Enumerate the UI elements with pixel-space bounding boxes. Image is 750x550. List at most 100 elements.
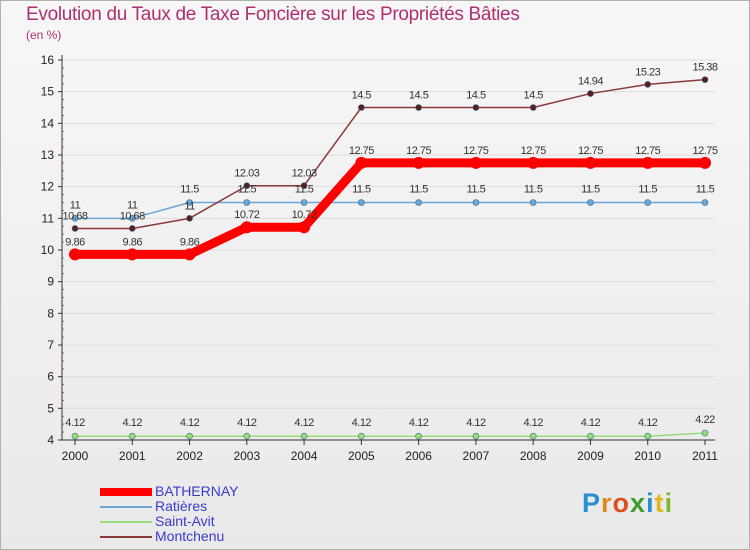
data-label-bathernay: 12.75 <box>578 145 603 157</box>
legend-label-bathernay: BATHERNAY <box>155 483 239 499</box>
data-point-saint-avit <box>701 429 709 437</box>
data-label-saint-avit: 4.12 <box>466 417 486 429</box>
data-point-rati-res <box>358 199 365 206</box>
data-label-rati-res: 11.5 <box>638 184 657 196</box>
series-line-rati-res <box>75 201 705 220</box>
data-point-saint-avit <box>644 432 652 440</box>
chart-title: Evolution du Taux de Taxe Foncière sur l… <box>26 4 520 25</box>
data-label-layer: 11 11 11.5 11.5 11.5 11.5 11.5 11.5 11.5 11.5 11.5… <box>62 62 718 430</box>
data-label-rati-res: 11 <box>127 199 138 211</box>
data-point-saint-avit <box>128 432 136 440</box>
data-label-rati-res: 11.5 <box>295 184 314 196</box>
data-point-saint-avit <box>358 432 365 440</box>
y-tick-label: 5 <box>47 401 54 415</box>
data-label-montchenu: 12.03 <box>234 168 259 180</box>
data-point-bathernay <box>298 221 311 234</box>
y-tick-label: 7 <box>47 338 54 352</box>
data-label-montchenu: 14.5 <box>409 90 429 102</box>
data-point-bathernay <box>183 248 196 261</box>
data-label-rati-res: 11.5 <box>467 184 486 196</box>
data-label-rati-res: 11 <box>70 199 81 211</box>
data-point-montchenu <box>71 225 79 232</box>
legend-label-montchenu: Montchenu <box>155 528 225 544</box>
data-point-bathernay <box>699 156 711 169</box>
data-point-bathernay <box>126 248 139 261</box>
data-label-montchenu: 14.5 <box>523 90 543 102</box>
data-label-montchenu: 12.03 <box>292 168 317 180</box>
data-point-montchenu <box>587 90 594 97</box>
data-label-saint-avit: 4.12 <box>237 417 257 429</box>
data-point-montchenu <box>300 182 308 190</box>
data-point-rati-res <box>186 199 193 206</box>
x-tick-label: 2004 <box>291 449 318 463</box>
data-point-rati-res <box>300 199 308 206</box>
data-point-bathernay <box>641 156 654 169</box>
data-label-rati-res: 11.5 <box>581 184 600 196</box>
data-point-saint-avit <box>243 432 251 440</box>
data-point-bathernay <box>469 156 482 169</box>
y-tick-label: 15 <box>41 85 55 99</box>
data-label-rati-res: 11.5 <box>524 184 543 196</box>
data-point-rati-res <box>71 215 79 222</box>
logo-letter: o <box>612 488 631 518</box>
legend-swatch-ratieres <box>100 506 152 508</box>
data-point-rati-res <box>243 199 251 206</box>
data-label-bathernay: 9.86 <box>123 236 143 248</box>
y-tick-label: 16 <box>41 53 55 67</box>
series-line-bathernay <box>75 158 705 259</box>
data-label-bathernay: 12.75 <box>635 145 660 157</box>
y-tick-label: 14 <box>41 116 55 130</box>
data-point-rati-res <box>472 199 480 206</box>
data-point-bathernay <box>527 156 540 169</box>
series-line-saint-avit <box>75 432 706 437</box>
x-tick-label: 2009 <box>577 449 604 463</box>
data-label-montchenu: 14.94 <box>578 76 603 88</box>
x-tick-label: 2010 <box>634 449 661 463</box>
axis-layer: 4 5 6 7 8 9 10 11 12 13 14 15 16 2000 2001 2002 2003 2004… <box>41 53 719 463</box>
data-point-saint-avit <box>587 432 594 440</box>
data-label-bathernay: 9.86 <box>65 236 85 248</box>
data-label-montchenu: 11 <box>184 200 195 212</box>
data-label-bathernay: 12.75 <box>521 145 546 157</box>
x-tick-label: 2005 <box>348 449 375 463</box>
data-label-bathernay: 10.72 <box>234 209 259 221</box>
data-label-montchenu: 10.68 <box>62 210 87 222</box>
logo-letter: i <box>646 488 655 518</box>
data-point-bathernay <box>355 156 368 169</box>
data-point-montchenu <box>243 182 251 190</box>
data-point-rati-res <box>529 199 537 206</box>
data-label-saint-avit: 4.12 <box>294 417 314 429</box>
y-tick-label: 6 <box>47 370 54 384</box>
data-label-bathernay: 12.75 <box>349 145 374 157</box>
data-point-montchenu <box>186 215 193 222</box>
data-point-rati-res <box>644 199 652 206</box>
data-point-saint-avit <box>472 432 480 440</box>
data-label-montchenu: 14.5 <box>466 90 486 102</box>
proxiti-logo: Proxiti <box>582 488 673 519</box>
legend-label-ratieres: Ratières <box>155 498 208 514</box>
data-label-rati-res: 11.5 <box>180 184 199 196</box>
x-tick-label: 2007 <box>463 449 490 463</box>
data-label-montchenu: 15.23 <box>635 66 660 78</box>
data-point-montchenu <box>701 76 709 83</box>
x-tick-label: 2003 <box>233 449 260 463</box>
data-point-bathernay <box>584 156 597 169</box>
data-label-bathernay: 10.72 <box>292 209 317 221</box>
x-tick-label: 2002 <box>176 449 203 463</box>
series-line-montchenu <box>75 78 706 230</box>
y-tick-label: 13 <box>41 148 55 162</box>
data-label-saint-avit: 4.12 <box>123 417 143 429</box>
data-label-bathernay: 12.75 <box>463 145 488 157</box>
legend-label-saint-avit: Saint-Avit <box>155 513 215 529</box>
logo-letter: r <box>601 488 613 518</box>
data-label-saint-avit: 4.12 <box>638 417 658 429</box>
data-point-montchenu <box>128 225 136 232</box>
x-tick-label: 2001 <box>119 449 146 463</box>
data-point-montchenu <box>472 104 480 111</box>
data-point-bathernay <box>240 221 253 234</box>
data-label-saint-avit: 4.12 <box>180 417 200 429</box>
data-point-saint-avit <box>300 432 308 440</box>
y-tick-label: 9 <box>47 275 54 289</box>
x-tick-label: 2008 <box>520 449 547 463</box>
